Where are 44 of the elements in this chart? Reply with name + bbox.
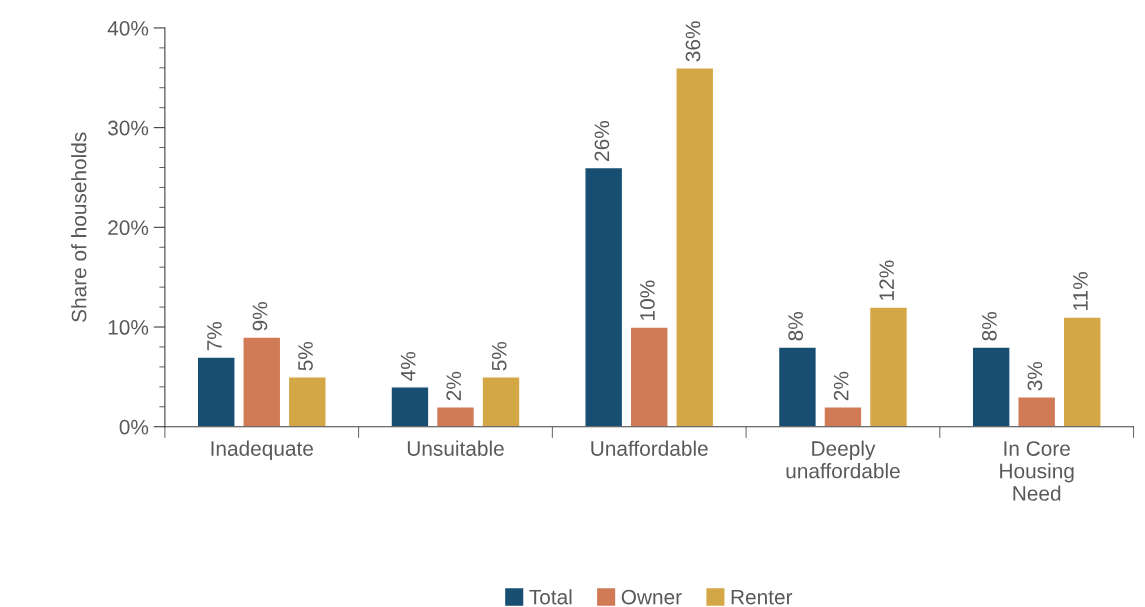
bar — [971, 346, 1011, 427]
bar — [1062, 316, 1102, 427]
bar — [390, 386, 430, 427]
bar — [629, 326, 669, 427]
x-tick-label: In Core Housing Need — [1000, 441, 1074, 501]
bar — [196, 356, 236, 427]
x-tick-label: Deeply unaffordable — [786, 440, 900, 479]
bar — [435, 406, 476, 427]
y-tick-label: 0% — [119, 419, 149, 435]
y-axis-title: Share of households — [71, 132, 87, 322]
legend-label: Total — [529, 589, 572, 605]
y-tick-label: 40% — [107, 20, 149, 36]
y-tick-label: 30% — [108, 120, 149, 136]
data-label: 10% — [640, 280, 655, 320]
data-label: 5% — [491, 341, 507, 371]
bar — [675, 67, 715, 427]
bar — [287, 376, 327, 427]
bar — [242, 336, 282, 427]
x-tick-label: Unaffordable — [591, 440, 708, 456]
data-label: 2% — [833, 371, 849, 401]
x-tick-label: Inadequate — [211, 440, 313, 461]
bar — [823, 406, 863, 427]
data-label: 4% — [400, 351, 416, 381]
data-label: 2% — [446, 371, 461, 401]
bar — [777, 346, 818, 427]
bar — [868, 306, 909, 427]
data-label: 7% — [207, 322, 222, 351]
data-label: 12% — [879, 260, 894, 300]
data-label: 5% — [298, 341, 313, 371]
bar — [1017, 396, 1057, 427]
bar — [481, 376, 521, 427]
data-label: 36% — [685, 21, 701, 62]
x-tick-label: Unsuitable — [407, 440, 504, 456]
y-tick-label: 10% — [108, 320, 149, 335]
data-label: 3% — [1027, 361, 1043, 391]
legend-label: Renter — [731, 589, 793, 605]
data-label: 26% — [594, 120, 610, 161]
y-tick-label: 20% — [108, 220, 149, 236]
legend-label: Owner — [621, 589, 682, 605]
bar — [584, 166, 624, 427]
data-label: 8% — [788, 312, 804, 341]
data-label: 11% — [1073, 272, 1088, 310]
data-label: 9% — [252, 302, 268, 331]
data-label: 8% — [982, 312, 997, 341]
